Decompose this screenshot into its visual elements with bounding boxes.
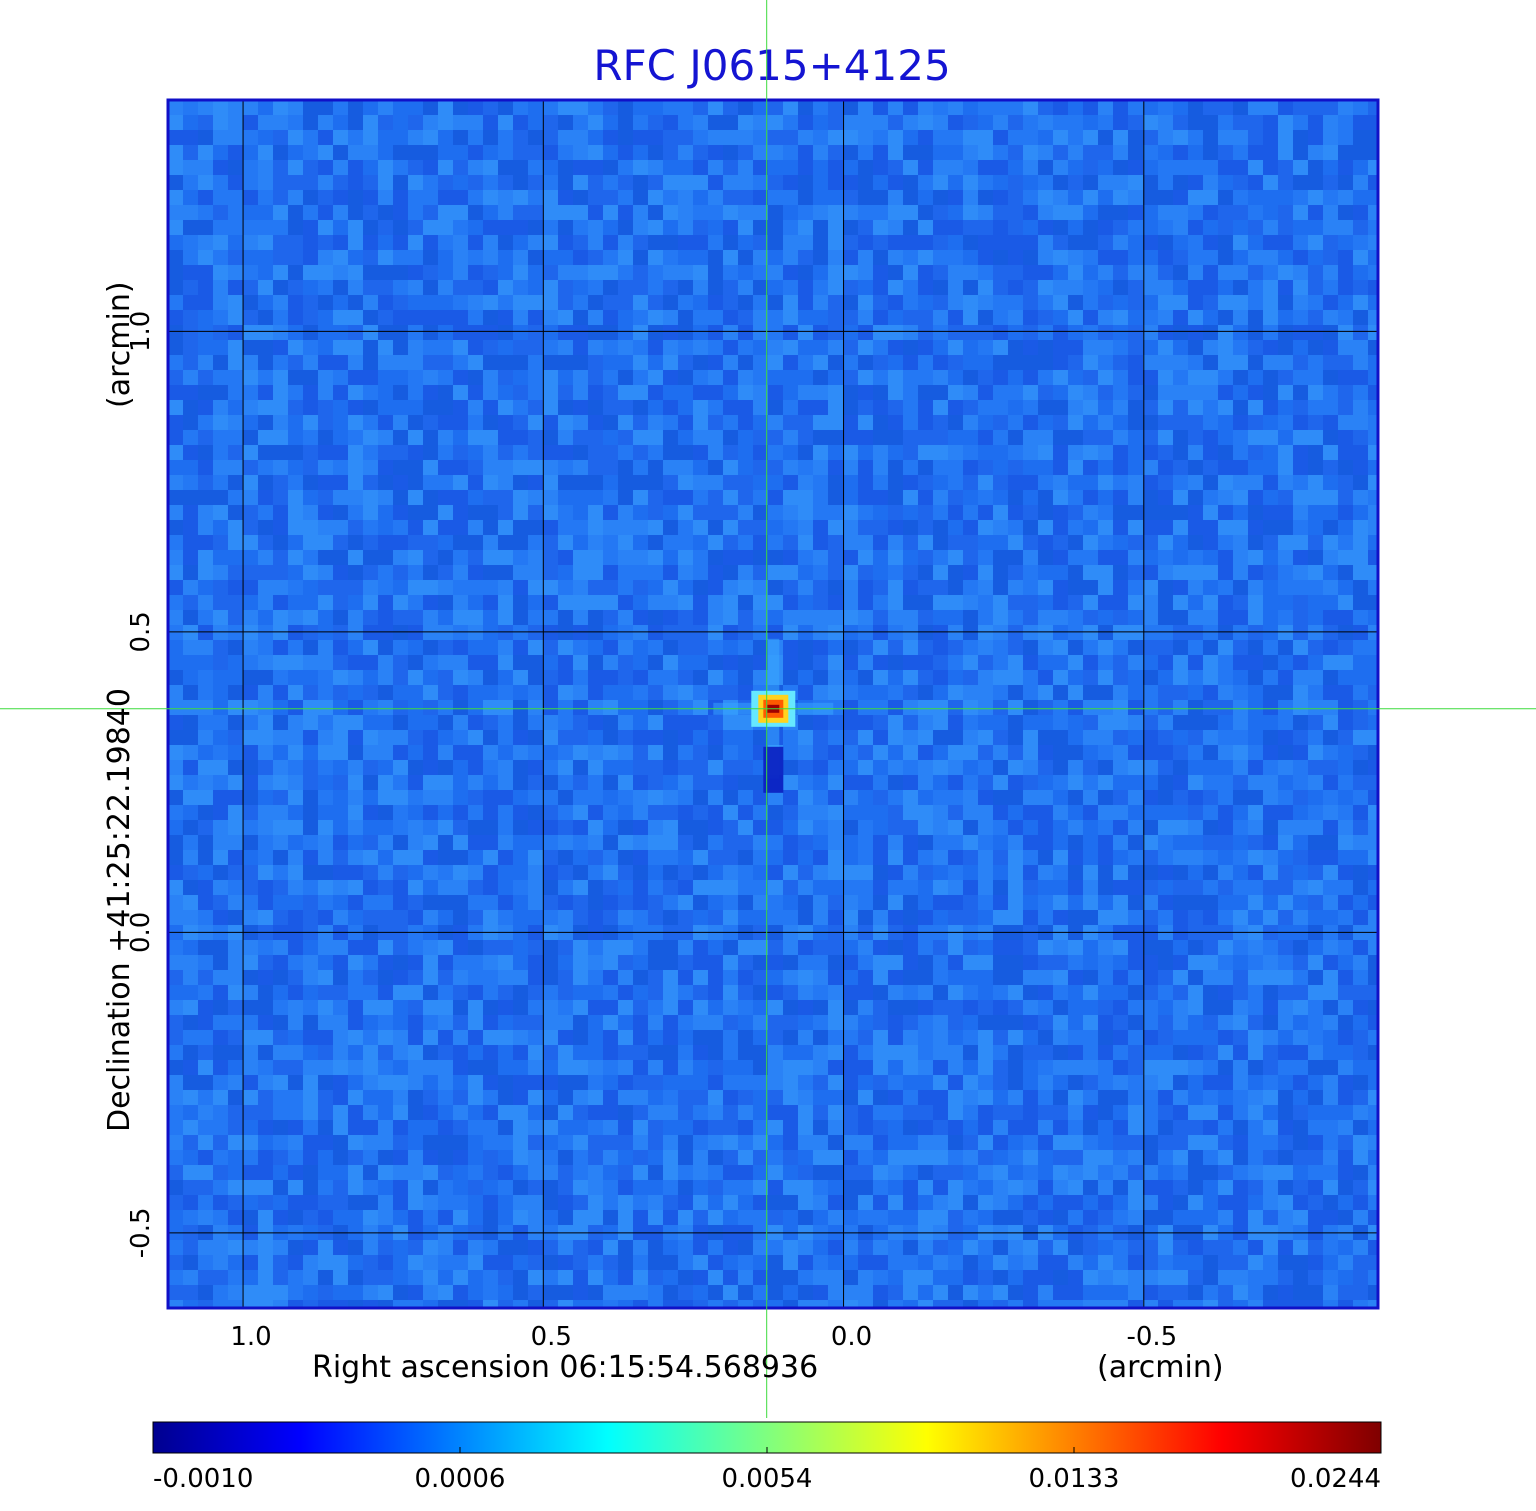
colorbar-tick-label: 0.0133 — [1029, 1464, 1120, 1494]
x-tick-labels: 1.0 0.5 0.0 -0.5 — [230, 1322, 1177, 1352]
coordinate-grid — [168, 100, 1378, 1308]
y-tick-label: 0.5 — [126, 611, 156, 652]
colorbar-tick-label: 0.0006 — [415, 1464, 506, 1494]
plot-frame — [166, 98, 1380, 1310]
y-tick-label: 1.0 — [126, 311, 156, 352]
colorbar-tick-label: 0.0244 — [1290, 1464, 1381, 1494]
y-tick-label: -0.5 — [126, 1208, 156, 1259]
y-tick-label: 0.0 — [126, 912, 156, 953]
intensity-map — [168, 100, 1378, 1308]
noise-texture — [168, 100, 1378, 1308]
x-axis-unit: (arcmin) — [1097, 1350, 1224, 1385]
crosshair — [0, 0, 1536, 1418]
x-tick-label: 1.0 — [230, 1322, 271, 1352]
x-tick-label: 0.5 — [531, 1322, 572, 1352]
y-axis-label: Declination +41:25:22.19840 — [102, 688, 137, 1132]
colorbar-ticks: -0.0010 0.0006 0.0054 0.0133 0.0244 — [152, 1447, 1382, 1494]
y-axis-unit: (arcmin) — [102, 281, 137, 408]
colorbar-tick-label: 0.0054 — [722, 1464, 813, 1494]
x-tick-label: -0.5 — [1126, 1322, 1177, 1352]
x-tick-label: 0.0 — [831, 1322, 872, 1352]
y-tick-labels: -0.5 0.0 0.5 1.0 — [126, 311, 156, 1259]
chart-title: RFC J0615+4125 — [593, 41, 950, 90]
colorbar-tick-label: -0.0010 — [153, 1464, 253, 1494]
x-axis-label: Right ascension 06:15:54.568936 — [312, 1350, 818, 1385]
